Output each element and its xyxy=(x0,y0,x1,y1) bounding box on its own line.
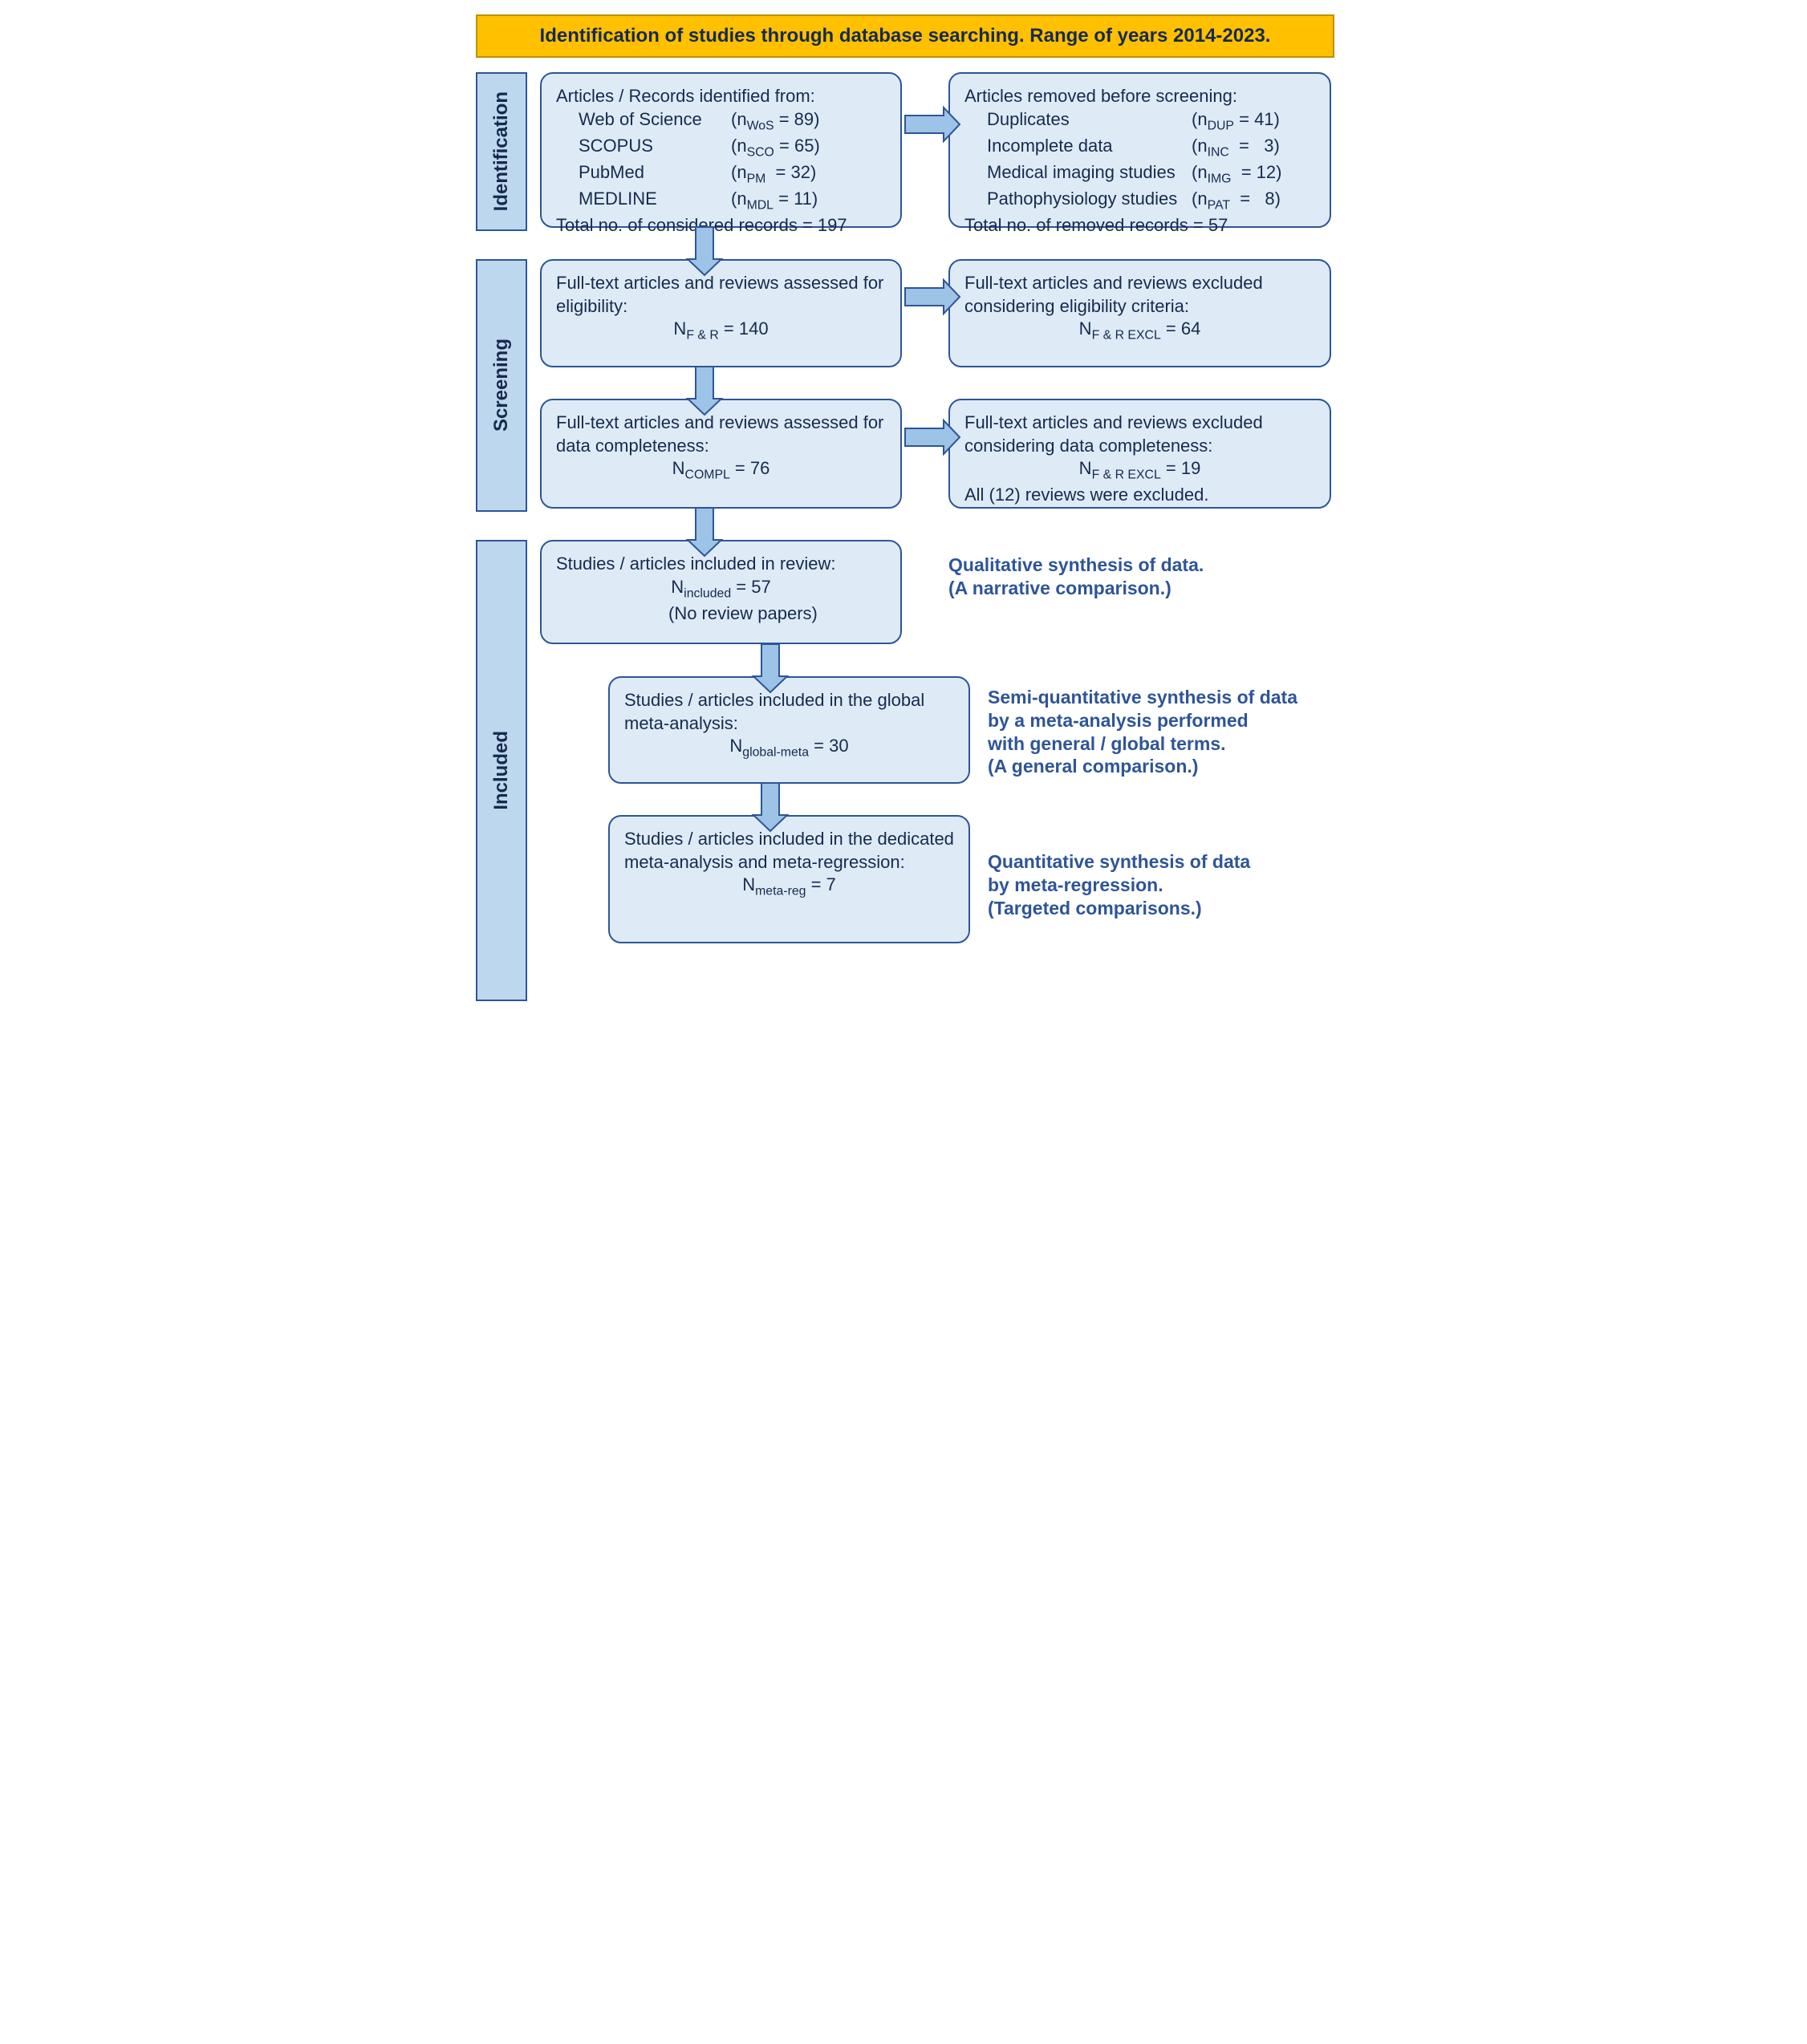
annotation-qualitative: Qualitative synthesis of data. (A narrat… xyxy=(948,554,1204,600)
box-included-meta-regression: Studies / articles included in the dedic… xyxy=(608,815,970,943)
stage-label-included: Included xyxy=(476,540,527,1001)
box-included-global-meta: Studies / articles included in the globa… xyxy=(608,676,970,784)
stage-label-screening: Screening xyxy=(476,259,527,512)
box-screening-eligibility-excluded: Full-text articles and reviews excluded … xyxy=(948,259,1331,367)
box-screening-completeness-assessed: Full-text articles and reviews assessed … xyxy=(540,399,902,509)
annotation-semi-quantitative: Semi-quantitative synthesis of data by a… xyxy=(988,686,1297,778)
header-bar: Identification of studies through databa… xyxy=(476,14,1334,58)
box-identification-sources: Articles / Records identified from: Web … xyxy=(540,72,902,228)
prisma-flow-diagram: Identification of studies through databa… xyxy=(452,0,1355,1022)
box-screening-completeness-excluded: Full-text articles and reviews excluded … xyxy=(948,399,1331,509)
stage-label-identification: Identification xyxy=(476,72,527,231)
box-identification-removed: Articles removed before screening: Dupli… xyxy=(948,72,1331,228)
annotation-quantitative: Quantitative synthesis of data by meta-r… xyxy=(988,850,1250,919)
box-screening-eligibility-assessed: Full-text articles and reviews assessed … xyxy=(540,259,902,367)
box-included-review: Studies / articles included in review: N… xyxy=(540,540,902,644)
